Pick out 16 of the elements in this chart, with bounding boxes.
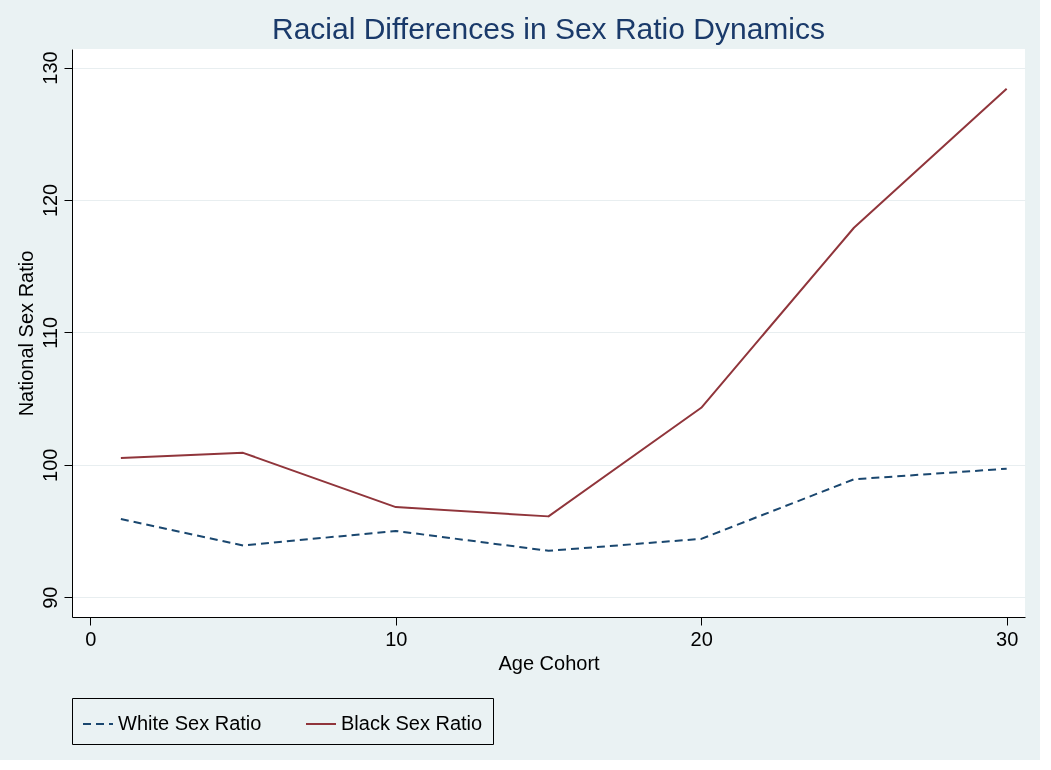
y-tick-label: 130: [38, 51, 61, 85]
y-axis-title: National Sex Ratio: [14, 250, 37, 417]
legend-label: White Sex Ratio: [118, 712, 262, 734]
x-tick-label: 0: [85, 627, 97, 650]
y-tick-label: 90: [38, 586, 61, 609]
y-tick-label: 100: [38, 448, 61, 482]
legend-label: Black Sex Ratio: [341, 712, 483, 734]
line-series: [119, 467, 1008, 552]
x-tick-label: 30: [996, 627, 1019, 650]
chart-title: Racial Differences in Sex Ratio Dynamics: [272, 12, 825, 45]
x-tick-label: 10: [385, 627, 408, 650]
y-tick-label: 120: [38, 183, 61, 218]
x-tick-label: 20: [690, 627, 713, 650]
x-axis-title: Age Cohort: [498, 651, 601, 674]
line-series: [119, 87, 1008, 518]
y-tick-label: 110: [38, 316, 61, 349]
